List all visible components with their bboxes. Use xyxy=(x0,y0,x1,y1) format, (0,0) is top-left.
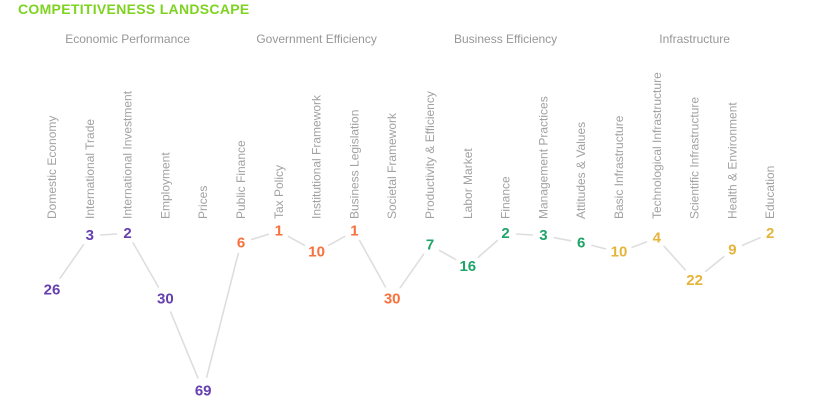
connector-line xyxy=(477,239,499,258)
axis-label: Attitudes & Values xyxy=(574,122,588,219)
data-point-value: 6 xyxy=(577,234,585,251)
connector-line xyxy=(250,233,270,241)
connector-line xyxy=(169,311,199,379)
connector-line xyxy=(631,241,648,249)
data-point-value: 30 xyxy=(157,291,174,308)
connector-line xyxy=(438,249,457,261)
data-point-value: 10 xyxy=(308,244,325,261)
axis-label: Scientific Infrastructure xyxy=(688,97,702,219)
axis-label: Societal Framework xyxy=(385,112,399,219)
axis-label: Tax Policy xyxy=(272,165,286,219)
axis-label: Technological Infrastructure xyxy=(650,72,664,219)
connector-line xyxy=(205,252,240,379)
data-point-value: 3 xyxy=(539,227,547,244)
data-point-value: 30 xyxy=(384,291,401,308)
connector-line xyxy=(515,233,534,236)
connector-line xyxy=(399,253,425,289)
connector-line xyxy=(100,233,118,236)
connector-line xyxy=(741,236,761,247)
connector-line xyxy=(663,245,687,271)
connector-line xyxy=(704,255,725,273)
data-point-value: 2 xyxy=(501,225,509,242)
axis-label: Management Practices xyxy=(536,96,550,219)
axis-label: Labor Market xyxy=(461,148,475,219)
axis-label: Business Legislation xyxy=(347,110,361,219)
axis-label: Prices xyxy=(196,186,210,219)
data-point-value: 1 xyxy=(350,223,358,240)
axis-label: Productivity & Efficiency xyxy=(423,91,437,219)
data-point-value: 22 xyxy=(686,272,703,289)
connector-line xyxy=(358,239,387,288)
axis-label: Education xyxy=(763,166,777,219)
page-title: COMPETITIVENESS LANDSCAPE xyxy=(18,1,250,17)
data-point-value: 2 xyxy=(766,225,774,242)
data-point-value: 7 xyxy=(426,237,434,254)
axis-label: International Trade xyxy=(83,119,97,219)
axis-label: International Investment xyxy=(121,90,135,219)
connector-line xyxy=(591,244,607,250)
data-point-value: 4 xyxy=(653,230,662,247)
data-point-value: 3 xyxy=(86,227,94,244)
axis-label: Basic Infrastructure xyxy=(612,115,626,219)
data-point-value: 16 xyxy=(459,258,476,275)
axis-label: Institutional Framework xyxy=(310,94,324,219)
group-header-economic-performance: Economic Performance xyxy=(65,32,190,46)
connector-line xyxy=(287,235,306,247)
connector-line xyxy=(59,243,85,280)
data-point-value: 2 xyxy=(123,225,131,242)
data-point-value: 69 xyxy=(195,382,212,399)
group-header-business-efficiency: Business Efficiency xyxy=(454,32,558,46)
group-header-government-efficiency: Government Efficiency xyxy=(256,32,377,46)
connector-line xyxy=(553,236,572,242)
axis-label: Employment xyxy=(158,152,172,219)
data-point-value: 9 xyxy=(728,241,736,258)
axis-label: Public Finance xyxy=(234,140,248,219)
axis-label: Health & Environment xyxy=(725,102,739,219)
data-point-value: 10 xyxy=(611,244,628,261)
connector-line xyxy=(132,242,160,288)
connector-line xyxy=(327,235,346,247)
data-point-value: 26 xyxy=(44,281,61,298)
axis-label: Finance xyxy=(499,176,513,219)
data-point-value: 1 xyxy=(275,223,283,240)
data-point-value: 6 xyxy=(237,234,245,251)
axis-label: Domestic Economy xyxy=(45,116,59,219)
group-header-infrastructure: Infrastructure xyxy=(659,32,730,46)
